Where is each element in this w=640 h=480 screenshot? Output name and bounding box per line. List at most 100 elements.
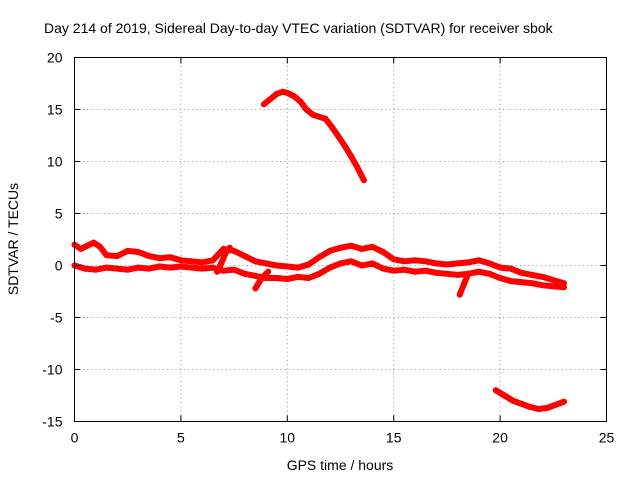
data-point bbox=[103, 252, 110, 259]
data-point bbox=[335, 133, 342, 140]
data-point bbox=[146, 253, 152, 260]
data-point bbox=[124, 247, 131, 254]
data-point bbox=[433, 269, 440, 276]
data-point bbox=[220, 267, 227, 274]
data-point bbox=[348, 153, 355, 160]
data-point bbox=[401, 266, 408, 273]
data-point bbox=[316, 270, 323, 277]
data-point bbox=[518, 269, 525, 276]
data-point bbox=[263, 260, 269, 267]
data-point bbox=[348, 242, 355, 249]
data-point bbox=[560, 398, 567, 405]
data-point bbox=[156, 263, 163, 270]
y-tick-label: 15 bbox=[47, 102, 63, 118]
data-point bbox=[226, 244, 233, 251]
data-point bbox=[360, 177, 367, 184]
data-point bbox=[273, 262, 280, 269]
x-tick-labels: 0 5 10 15 20 25 bbox=[71, 430, 615, 446]
data-point bbox=[535, 406, 542, 412]
data-point bbox=[497, 264, 504, 271]
chart-title: Day 214 of 2019, Sidereal Day-to-day VTE… bbox=[44, 20, 554, 36]
data-point bbox=[358, 262, 365, 269]
data-point bbox=[443, 261, 450, 268]
x-axis-label: GPS time / hours bbox=[287, 457, 394, 473]
series-upper-arc bbox=[260, 88, 367, 184]
data-point bbox=[309, 111, 316, 118]
data-point bbox=[380, 249, 387, 255]
series-spur-7h bbox=[214, 244, 233, 275]
y-tick-label: 0 bbox=[55, 258, 63, 274]
data-point bbox=[539, 282, 546, 289]
data-point bbox=[188, 264, 195, 271]
x-tick-label: 25 bbox=[599, 430, 615, 446]
data-point bbox=[252, 258, 259, 265]
data-point bbox=[260, 101, 267, 108]
data-point bbox=[199, 265, 206, 272]
data-point bbox=[552, 401, 559, 408]
data-point bbox=[146, 265, 152, 272]
data-point bbox=[284, 276, 291, 282]
data-point bbox=[507, 265, 514, 272]
data-point bbox=[539, 273, 546, 280]
data-point bbox=[199, 259, 206, 266]
data-point bbox=[526, 403, 533, 410]
data-point bbox=[167, 254, 174, 261]
data-point bbox=[303, 106, 310, 113]
y-axis-label: SDTVAR / TECUs bbox=[5, 183, 21, 295]
data-point bbox=[77, 245, 84, 252]
plot-frame bbox=[74, 57, 607, 422]
data-point bbox=[273, 90, 280, 97]
data-point bbox=[358, 245, 365, 252]
data-point bbox=[188, 258, 195, 265]
data-point bbox=[486, 260, 493, 267]
data-point bbox=[412, 257, 418, 264]
data-point bbox=[550, 277, 557, 284]
x-tick-label: 15 bbox=[386, 430, 402, 446]
data-point bbox=[454, 260, 461, 267]
data-point bbox=[209, 257, 216, 264]
data-point bbox=[297, 98, 304, 105]
data-point bbox=[231, 266, 238, 273]
data-point bbox=[465, 270, 472, 277]
data-point bbox=[465, 259, 472, 266]
data-point bbox=[390, 256, 397, 263]
data-point bbox=[273, 275, 280, 281]
data-point bbox=[380, 265, 387, 272]
axis-ticks bbox=[74, 57, 607, 422]
data-point bbox=[322, 115, 329, 122]
data-point bbox=[341, 142, 348, 149]
data-point bbox=[114, 253, 121, 260]
data-point bbox=[103, 264, 110, 271]
data-point bbox=[560, 284, 567, 291]
data-point bbox=[209, 264, 216, 271]
data-point bbox=[529, 280, 535, 287]
data-point bbox=[218, 260, 225, 267]
data-point bbox=[265, 268, 272, 275]
data-point bbox=[348, 258, 355, 265]
data-point bbox=[177, 263, 184, 270]
data-point bbox=[156, 255, 163, 262]
data-point bbox=[82, 265, 89, 272]
data-point bbox=[454, 271, 461, 278]
x-tick-label: 10 bbox=[280, 430, 296, 446]
data-point bbox=[135, 249, 142, 255]
data-point bbox=[390, 267, 397, 274]
data-series bbox=[71, 88, 567, 412]
data-point bbox=[529, 271, 535, 278]
data-point bbox=[509, 397, 516, 404]
y-tick-label: -10 bbox=[42, 362, 62, 378]
data-point bbox=[124, 266, 131, 273]
y-tick-label: 20 bbox=[47, 50, 63, 66]
y-tick-labels: -15 -10 -5 0 5 10 15 20 bbox=[42, 50, 62, 430]
data-point bbox=[401, 258, 408, 265]
x-tick-label: 0 bbox=[71, 430, 79, 446]
data-point bbox=[84, 242, 91, 249]
grid-lines bbox=[74, 57, 607, 422]
data-point bbox=[92, 266, 99, 273]
data-point bbox=[252, 272, 259, 279]
data-point bbox=[114, 265, 121, 272]
data-point bbox=[252, 285, 259, 292]
x-tick-label: 5 bbox=[177, 430, 185, 446]
data-point bbox=[284, 89, 291, 96]
